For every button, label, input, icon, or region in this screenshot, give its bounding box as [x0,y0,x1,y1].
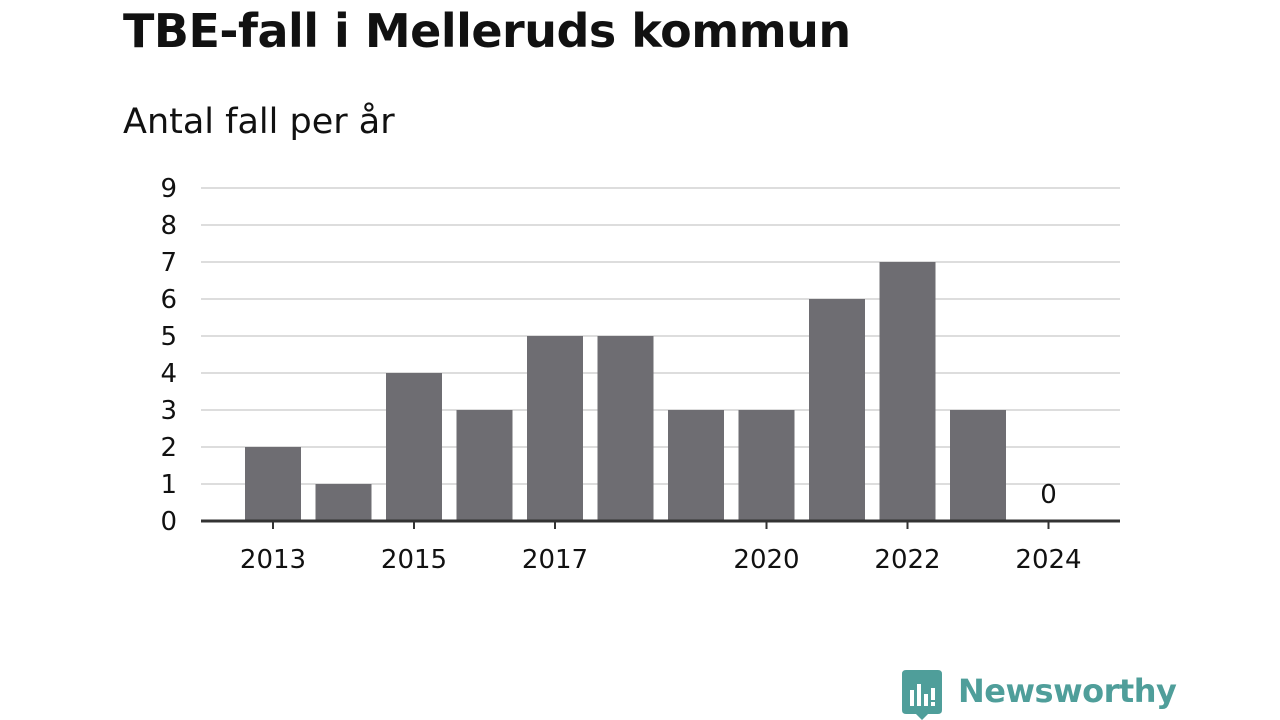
chart-subtitle: Antal fall per år [123,102,395,142]
bar-2014 [315,484,372,521]
y-tick-label: 4 [160,359,177,389]
x-tick-label: 2020 [733,545,799,575]
bar-2023 [950,410,1006,521]
brand-name: Newsworthy [958,672,1177,710]
x-axis-ticks: 2013 2015 2017 2020 2022 2024 [240,521,1082,575]
bar-2021 [809,299,865,521]
y-tick-label: 8 [160,211,177,241]
newsworthy-logo-icon [902,670,942,720]
bar-2019 [668,410,724,521]
y-tick-label: 9 [160,174,177,204]
y-tick-label: 7 [160,248,177,278]
data-label-2024: 0 [1040,480,1057,510]
y-axis-ticks: 0 1 2 3 4 5 6 7 8 9 [160,174,177,537]
y-tick-label: 5 [160,322,177,352]
chart-title: TBE-fall i Melleruds kommun [123,4,851,58]
bar-2020 [738,410,795,521]
y-tick-label: 1 [160,470,177,500]
x-tick-label: 2013 [240,545,306,575]
x-tick-label: 2015 [381,545,447,575]
bar-2018 [597,336,654,521]
bar-2015 [386,373,442,521]
bar-2022 [879,262,936,521]
x-tick-label: 2022 [874,545,940,575]
bar-2016 [456,410,513,521]
bars [245,262,1006,521]
x-tick-label: 2024 [1015,545,1081,575]
newsworthy-brand: Newsworthy [902,670,1177,720]
data-labels: 0 [1040,480,1057,510]
bar-2017 [527,336,583,521]
x-tick-label: 2017 [522,545,588,575]
y-tick-label: 2 [160,433,177,463]
y-tick-label: 0 [160,507,177,537]
gridlines [201,187,1120,485]
y-tick-label: 3 [160,396,177,426]
bar-2013 [245,447,301,521]
y-tick-label: 6 [160,285,177,315]
